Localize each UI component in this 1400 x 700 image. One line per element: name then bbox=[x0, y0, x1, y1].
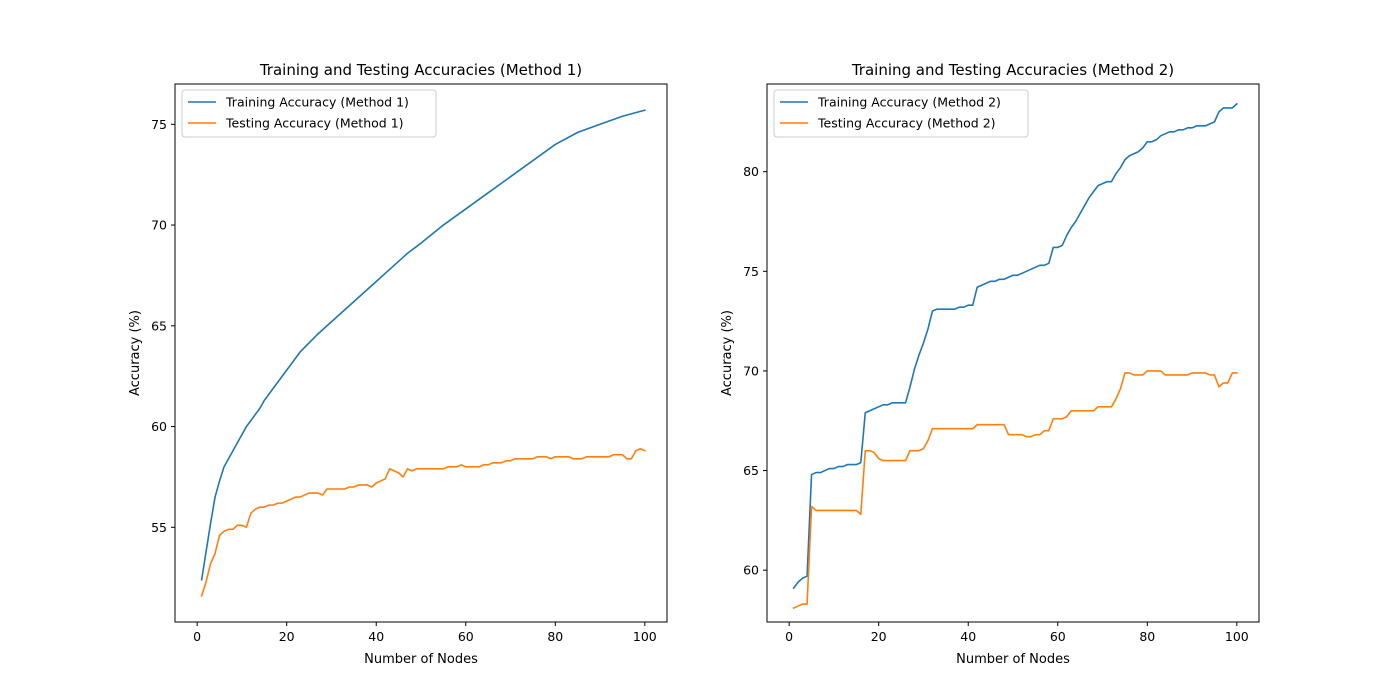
x-tick-label: 100 bbox=[633, 629, 657, 644]
x-tick-label: 40 bbox=[368, 629, 384, 644]
series-line-training bbox=[792, 102, 1238, 590]
x-tick-label: 40 bbox=[960, 629, 976, 644]
y-tick-label: 65 bbox=[743, 463, 759, 478]
legend-label: Testing Accuracy (Method 2) bbox=[817, 116, 996, 131]
axes-frame bbox=[766, 83, 1260, 623]
axes-frame bbox=[174, 83, 668, 623]
x-tick-label: 20 bbox=[871, 629, 887, 644]
y-tick-label: 55 bbox=[151, 520, 167, 535]
x-tick-label: 100 bbox=[1225, 629, 1249, 644]
y-tick-label: 65 bbox=[151, 318, 167, 333]
series-line-training bbox=[200, 109, 646, 581]
y-tick-label: 70 bbox=[743, 363, 759, 378]
legend-label: Training Accuracy (Method 1) bbox=[225, 95, 409, 110]
x-tick-label: 20 bbox=[279, 629, 295, 644]
x-tick-label: 60 bbox=[458, 629, 474, 644]
legend-box bbox=[773, 89, 1029, 138]
y-tick-label: 80 bbox=[743, 164, 759, 179]
x-tick-label: 60 bbox=[1050, 629, 1066, 644]
legend-box bbox=[181, 89, 437, 138]
x-tick-label: 80 bbox=[547, 629, 563, 644]
x-axis-label: Number of Nodes bbox=[364, 652, 478, 667]
legend: Training Accuracy (Method 2) Testing Accu… bbox=[773, 89, 1029, 138]
legend: Training Accuracy (Method 1) Testing Accu… bbox=[181, 89, 437, 138]
x-tick-label: 0 bbox=[785, 629, 793, 644]
x-tick-label: 0 bbox=[193, 629, 201, 644]
series-line-testing bbox=[792, 370, 1238, 610]
chart-title: Training and Testing Accuracies (Method … bbox=[259, 61, 582, 79]
legend-label: Testing Accuracy (Method 1) bbox=[225, 116, 404, 131]
legend-label: Training Accuracy (Method 2) bbox=[817, 95, 1001, 110]
series-line-testing bbox=[200, 447, 646, 597]
x-tick-label: 80 bbox=[1139, 629, 1155, 644]
y-tick-label: 75 bbox=[151, 117, 167, 132]
y-axis-label: Accuracy (%) bbox=[720, 310, 735, 396]
chart-method-2: 0 20 40 60 80 100 60 65 70 75 80 Training and Testi… bbox=[720, 61, 1260, 667]
y-axis-label: Accuracy (%) bbox=[128, 310, 143, 396]
chart-method-1: 0 20 40 60 80 100 55 60 65 70 75 Training and Testi… bbox=[128, 61, 668, 667]
y-tick-label: 75 bbox=[743, 264, 759, 279]
y-tick-label: 60 bbox=[151, 419, 167, 434]
y-tick-label: 70 bbox=[151, 218, 167, 233]
x-axis-label: Number of Nodes bbox=[956, 652, 1070, 667]
y-tick-label: 60 bbox=[743, 563, 759, 578]
chart-title: Training and Testing Accuracies (Method … bbox=[851, 61, 1174, 79]
